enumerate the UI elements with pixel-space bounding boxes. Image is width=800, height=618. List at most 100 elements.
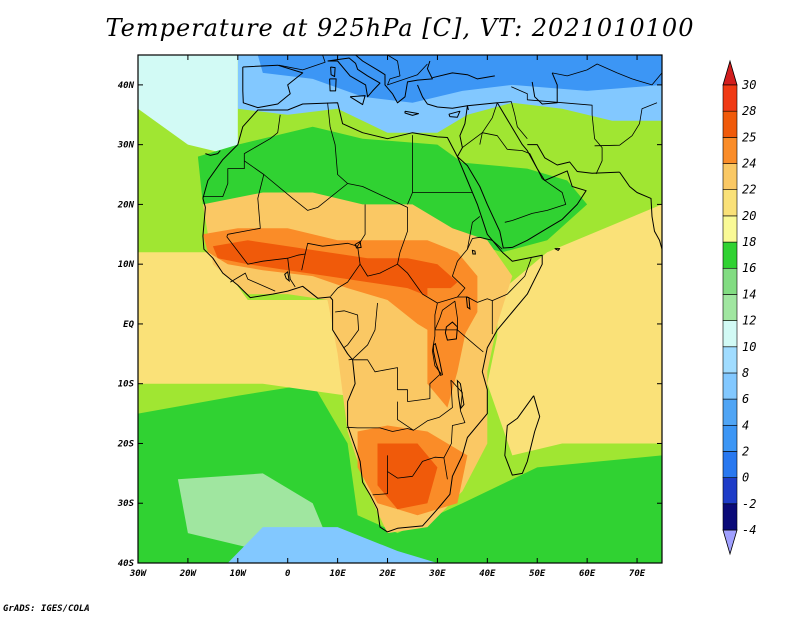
colorbar-band	[722, 110, 738, 138]
colorbar-band	[722, 267, 738, 295]
lat-tick-label: 10N	[118, 260, 135, 270]
temperature-fill-layer	[138, 55, 662, 563]
lake-layer	[284, 240, 476, 410]
border-western-sahara-mauritania	[202, 160, 245, 198]
border-sahel-west	[226, 236, 306, 265]
temperature-region-europe-deep-blue	[257, 55, 662, 103]
colorbar-level-label: -2	[742, 497, 756, 511]
colorbar-band	[722, 294, 738, 321]
colorbar-level-label: 18	[742, 235, 756, 249]
colorbar-level-label: -4	[742, 523, 756, 537]
colorbar-level-label: 24	[742, 157, 756, 171]
lake-tana	[471, 249, 476, 255]
colorbar-level-label: 2	[742, 445, 749, 459]
border-uganda	[434, 300, 458, 331]
colorbar-band	[722, 84, 738, 112]
colorbar-level-label: 30	[741, 78, 756, 92]
colorbar-level-label: 22	[742, 183, 756, 197]
coastline-arabia-coast	[456, 102, 587, 249]
coastline-italy-coast	[327, 57, 381, 98]
colorbar-level-label: 14	[742, 287, 756, 301]
border-arabia-borders	[479, 132, 567, 223]
border-ghana-togo-benin	[287, 258, 296, 288]
border-mauritania-mali	[226, 160, 265, 237]
lat-tick-label: 30N	[117, 141, 135, 151]
border-niger-nigeria-chad	[301, 204, 366, 271]
coastline-africa-coast	[202, 102, 543, 533]
border-levant-borders	[462, 101, 528, 148]
border-pakistan-borders	[594, 102, 658, 147]
border-nigeria-cameroon	[330, 246, 361, 297]
colorbar-band	[722, 320, 738, 348]
plot-title: Temperature at 925hPa [C], VT: 202101010…	[105, 14, 695, 42]
colorbar-band	[722, 477, 738, 505]
colorbar-level-label: 12	[742, 314, 756, 328]
colorbar-band	[722, 372, 738, 400]
coastline-canary-islands	[205, 150, 221, 156]
colorbar-band	[722, 163, 738, 190]
border-west-africa-coastal	[230, 272, 276, 292]
colorbar-band	[722, 137, 738, 164]
temperature-region-atlantic-warm	[138, 252, 348, 396]
colorbar-level-label: 6	[742, 392, 749, 406]
coastline-caspian-south	[531, 72, 558, 105]
border-central-asia	[552, 63, 662, 86]
border-iran-iraq-afghan	[511, 86, 603, 175]
border-drc-west	[348, 302, 378, 361]
lon-tick-label: 10E	[329, 569, 346, 579]
temperature-region-southern-ocean-blue	[227, 527, 438, 563]
plot-area	[138, 55, 662, 563]
border-ethiopia-sudan-eritrea	[467, 236, 503, 250]
colorbar-upper-triangle	[722, 59, 738, 86]
axis-ticks: 30W 20W 10W 0 10E 20E 30E 40E 50E 60E 70E 40N 30N 20N…	[117, 55, 662, 579]
lake-volta	[284, 270, 290, 283]
coastline-sicily	[349, 95, 366, 106]
colorbar-level-label: 10	[742, 340, 756, 354]
border-balkan-borders	[386, 55, 428, 86]
lon-tick-label: 20W	[179, 569, 198, 579]
lat-tick-label: 20N	[117, 200, 135, 210]
coastline-crete	[404, 110, 419, 116]
border-sudan-chad-car	[397, 216, 481, 304]
lon-tick-label: 10W	[230, 569, 248, 579]
border-kenya-somalia	[491, 258, 532, 335]
coastline-persian-gulf-coast	[527, 144, 620, 174]
colorbar-level-label: 20	[742, 209, 756, 223]
coastline-cyprus	[448, 110, 461, 118]
lake-malawi	[456, 379, 465, 410]
colorbar-band	[722, 241, 738, 269]
border-drc-angola	[352, 359, 408, 402]
coastline-india-coast	[619, 171, 662, 250]
border-angola-namibia	[346, 426, 414, 432]
plot-frame	[137, 54, 663, 564]
colorbar-level-label: 25	[742, 130, 756, 144]
coastline-madagascar-coast	[504, 395, 541, 476]
lon-tick-label: 30W	[129, 569, 148, 579]
coastline-socotra	[554, 248, 561, 251]
temperature-region-north-atlantic-cyan	[138, 55, 238, 157]
lake-turkana	[465, 296, 471, 311]
colorbar-level-label: 8	[742, 366, 749, 380]
lon-tick-label: 70E	[629, 569, 646, 579]
border-drc-east	[407, 302, 442, 402]
lat-tick-label: 30S	[117, 499, 135, 509]
colorbar-band	[722, 346, 738, 374]
colorbar-level-label: 16	[742, 261, 756, 275]
lon-tick-label: 60E	[579, 569, 596, 579]
colorbar-band	[722, 189, 738, 217]
coastline-black-sea-south	[432, 72, 495, 80]
colorbar-level-label: 28	[742, 104, 756, 118]
border-ethiopia-kenya	[457, 296, 493, 303]
temperature-region-sahel-core	[212, 240, 458, 300]
lat-tick-label: 20S	[117, 439, 135, 449]
colorbar-band	[722, 215, 738, 243]
lake-chad	[354, 240, 362, 249]
border-algeria-mali-niger	[263, 174, 348, 211]
lake-tanganyika	[432, 342, 443, 376]
coastline-balkans-coast	[355, 55, 433, 104]
colorbar-level-label: 4	[742, 418, 749, 432]
colorbar-band	[722, 398, 738, 426]
border-layer	[202, 55, 662, 496]
